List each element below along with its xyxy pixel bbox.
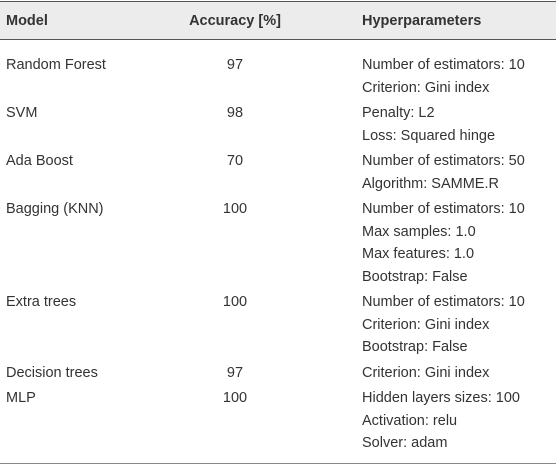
header-cell: Hyperparameters — [320, 1, 556, 40]
table-row: Decision trees 97 Criterion: Gini index — [0, 360, 556, 386]
header-cell: Accuracy [%] — [150, 1, 320, 40]
table-row: SVM 98 Penalty: L2 Loss: Squared hinge — [0, 101, 556, 149]
hyperparameter: Solver: adam — [362, 435, 448, 451]
model-cell: Extra trees — [6, 294, 77, 310]
model-cell: Ada Boost — [6, 153, 73, 169]
table-body: Random Forest 97 Number of estimators: 10 C… — [0, 40, 556, 464]
hyperparameter: Number of estimators: 50 — [362, 153, 525, 169]
table-row: Extra trees 100 Number of estimators: 10 Cr… — [0, 290, 556, 361]
table-row: Bagging (KNN) 100 Number of estimators: 10… — [0, 197, 556, 290]
accuracy-cell: 97 — [226, 364, 244, 381]
hyperparameter: Number of estimators: 10 — [362, 201, 525, 217]
hyperparameter: Activation: relu — [362, 412, 458, 429]
hyperparameter: Bootstrap: False — [362, 268, 468, 285]
accuracy-cell: 100 — [222, 294, 248, 310]
hyperparameters-cell: Criterion: Gini index — [320, 360, 556, 386]
table-header: Model Accuracy [%] Hyperparameters — [0, 1, 556, 40]
table-row: Ada Boost 70 Number of estimators: 50 Algor… — [0, 149, 556, 197]
accuracy-cell: 70 — [226, 153, 244, 169]
model-cell: Bagging (KNN) — [6, 201, 104, 217]
model-cell: Random Forest — [6, 57, 106, 73]
table-row: Random Forest 97 Number of estimators: 10 C… — [0, 40, 556, 101]
hyperparameter: Bootstrap: False — [362, 339, 468, 355]
hyperparameters-cell: Number of estimators: 10 Criterion: Gini … — [320, 290, 556, 361]
hyperparameters-cell: Penalty: L2 Loss: Squared hinge — [320, 101, 556, 149]
hyperparameter: Loss: Squared hinge — [362, 127, 496, 144]
header-row: Model Accuracy [%] Hyperparameters — [0, 1, 556, 40]
accuracy-cell: 100 — [222, 201, 248, 217]
hyperparameters-cell: Number of estimators: 10 Criterion: Gini … — [320, 40, 556, 101]
hyperparameter: Criterion: Gini index — [362, 79, 490, 96]
hyperparameter: Criterion: Gini index — [362, 316, 490, 333]
hyperparameter: Max features: 1.0 — [362, 246, 475, 262]
hyperparameters-cell: Number of estimators: 10 Max samples: 1.0… — [320, 197, 556, 290]
table-row: MLP 100 Hidden layers sizes: 100 Activation… — [0, 385, 556, 464]
model-cell: MLP — [0, 385, 150, 464]
accuracy-cell: 97 — [226, 57, 244, 73]
hyperparameter: Algorithm: SAMME.R — [362, 175, 499, 192]
hyperparameter: Hidden layers sizes: 100 — [362, 390, 520, 406]
hyperparameter: Max samples: 1.0 — [362, 223, 476, 240]
model-cell: Decision trees — [6, 364, 98, 381]
hyperparameter: Number of estimators: 10 — [362, 294, 525, 310]
hyperparameters-cell: Number of estimators: 50 Algorithm: SAMME… — [320, 149, 556, 197]
hyperparameter: Penalty: L2 — [362, 105, 435, 121]
accuracy-cell: 100 — [150, 385, 320, 464]
hyperparameters-cell: Hidden layers sizes: 100 Activation: relu… — [320, 385, 556, 464]
header-cell: Model — [0, 1, 150, 40]
model-cell: SVM — [6, 105, 38, 121]
accuracy-cell: 98 — [226, 105, 244, 121]
hyperparameter: Number of estimators: 10 — [362, 57, 525, 73]
hyperparameter: Criterion: Gini index — [362, 364, 490, 381]
